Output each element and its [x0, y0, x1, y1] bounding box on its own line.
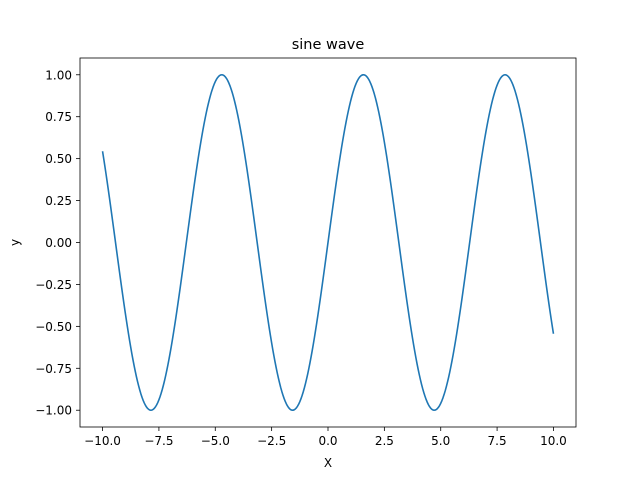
- y-tick-label: −0.75: [35, 362, 72, 376]
- x-tick-label: −5.0: [201, 434, 230, 448]
- x-tick-label: 7.5: [488, 434, 507, 448]
- x-tick-label: −10.0: [84, 434, 121, 448]
- series-line-sine: [101, 73, 555, 412]
- y-tick-label: 0.75: [45, 110, 72, 124]
- x-axis: −10.0 −7.5 −5.0 −2.5 0.0 2.5 5.0 7.5 10.0: [84, 427, 567, 448]
- x-tick-label: −2.5: [257, 434, 286, 448]
- x-tick-label: 2.5: [375, 434, 394, 448]
- y-axis: −1.00 −0.75 −0.50 −0.25 0.00 0.25 0.50 0.75 1.00: [35, 68, 80, 418]
- plot-layer: [101, 73, 555, 412]
- x-tick-label: −7.5: [144, 434, 173, 448]
- x-axis-label: X: [324, 456, 332, 470]
- y-tick-label: −1.00: [35, 404, 72, 418]
- y-tick-label: 0.50: [45, 152, 72, 166]
- y-tick-label: −0.25: [35, 278, 72, 292]
- x-tick-label: 10.0: [540, 434, 567, 448]
- y-tick-label: −0.50: [35, 320, 72, 334]
- x-tick-label: 5.0: [431, 434, 450, 448]
- chart-title: sine wave: [292, 37, 365, 53]
- y-tick-label: 1.00: [45, 68, 72, 82]
- y-tick-label: 0.00: [45, 236, 72, 250]
- y-axis-label: y: [8, 239, 22, 246]
- y-tick-label: 0.25: [45, 194, 72, 208]
- x-tick-label: 0.0: [318, 434, 337, 448]
